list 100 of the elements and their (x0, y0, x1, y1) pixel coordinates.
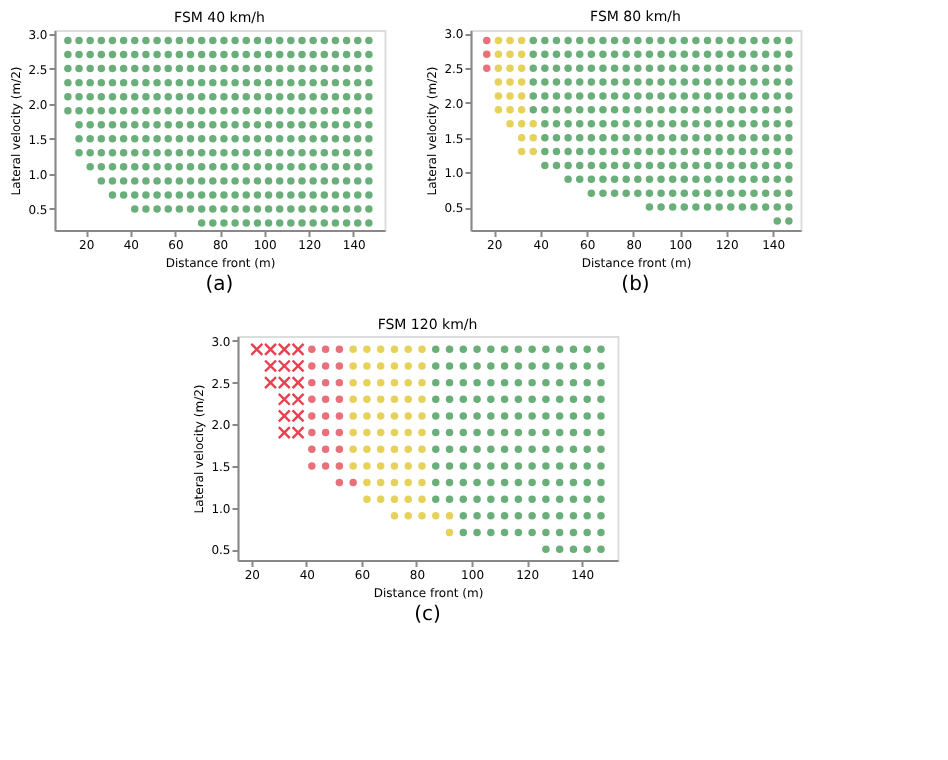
point (164, 92, 172, 101)
point (634, 106, 642, 114)
point (376, 428, 385, 437)
point (541, 78, 549, 86)
point (575, 36, 584, 45)
point (209, 121, 217, 129)
point (459, 528, 468, 537)
point (331, 50, 340, 59)
point (773, 133, 781, 142)
point (564, 78, 572, 86)
point (209, 135, 217, 143)
point (622, 92, 630, 100)
point (342, 106, 351, 115)
point (220, 191, 228, 199)
point (500, 445, 509, 453)
point (555, 362, 564, 370)
point (320, 78, 329, 87)
point (119, 36, 128, 45)
point (197, 50, 206, 59)
point (622, 120, 630, 128)
point (242, 121, 250, 129)
point (487, 428, 495, 437)
point (528, 462, 536, 470)
point (555, 412, 564, 420)
point (761, 175, 770, 184)
point (692, 175, 700, 184)
point (552, 64, 561, 72)
point (597, 545, 605, 553)
point (703, 106, 712, 114)
point (342, 36, 351, 45)
point (645, 50, 654, 59)
point (528, 478, 536, 487)
point (342, 121, 351, 129)
point (541, 36, 549, 45)
point (365, 219, 373, 227)
point (142, 36, 150, 45)
point (197, 163, 206, 171)
point (186, 205, 195, 213)
point (220, 219, 228, 227)
point (432, 512, 440, 520)
point (390, 412, 399, 420)
point (680, 106, 689, 114)
point (287, 106, 295, 115)
point (197, 177, 206, 185)
point (75, 135, 83, 143)
point (342, 149, 351, 157)
point (365, 135, 373, 143)
point (164, 191, 172, 199)
point (342, 205, 351, 213)
point (459, 428, 468, 437)
point (231, 163, 239, 171)
point (487, 478, 495, 487)
point (634, 147, 642, 156)
point (432, 495, 440, 503)
point (119, 78, 128, 87)
point (692, 133, 700, 142)
point (108, 177, 117, 185)
point (514, 345, 523, 354)
point (231, 219, 239, 227)
point (250, 342, 264, 356)
point (220, 135, 228, 143)
point (142, 135, 150, 143)
point (473, 412, 481, 420)
point (761, 36, 770, 45)
point (738, 36, 747, 45)
point (773, 147, 781, 156)
point (680, 189, 689, 197)
point (153, 177, 161, 185)
point (529, 147, 537, 156)
point (703, 64, 712, 72)
point (738, 161, 747, 170)
point (657, 189, 665, 197)
point (610, 189, 619, 197)
point (555, 545, 564, 553)
point (668, 36, 677, 45)
point (335, 478, 344, 487)
point (657, 92, 665, 100)
point (514, 495, 523, 503)
point (164, 78, 172, 87)
point (153, 163, 161, 171)
point (142, 106, 150, 115)
point (569, 412, 578, 420)
point (761, 203, 770, 211)
point (275, 121, 284, 129)
point (773, 189, 781, 197)
point (473, 378, 481, 387)
point (75, 92, 83, 101)
point (390, 395, 399, 404)
point (231, 135, 239, 143)
point (86, 149, 94, 157)
point (108, 191, 117, 199)
point (309, 205, 317, 213)
point (404, 445, 412, 453)
point (354, 219, 362, 227)
point (487, 528, 495, 537)
point (668, 161, 677, 170)
point (142, 177, 150, 185)
point (275, 78, 284, 87)
point (473, 478, 481, 487)
point (321, 395, 330, 404)
